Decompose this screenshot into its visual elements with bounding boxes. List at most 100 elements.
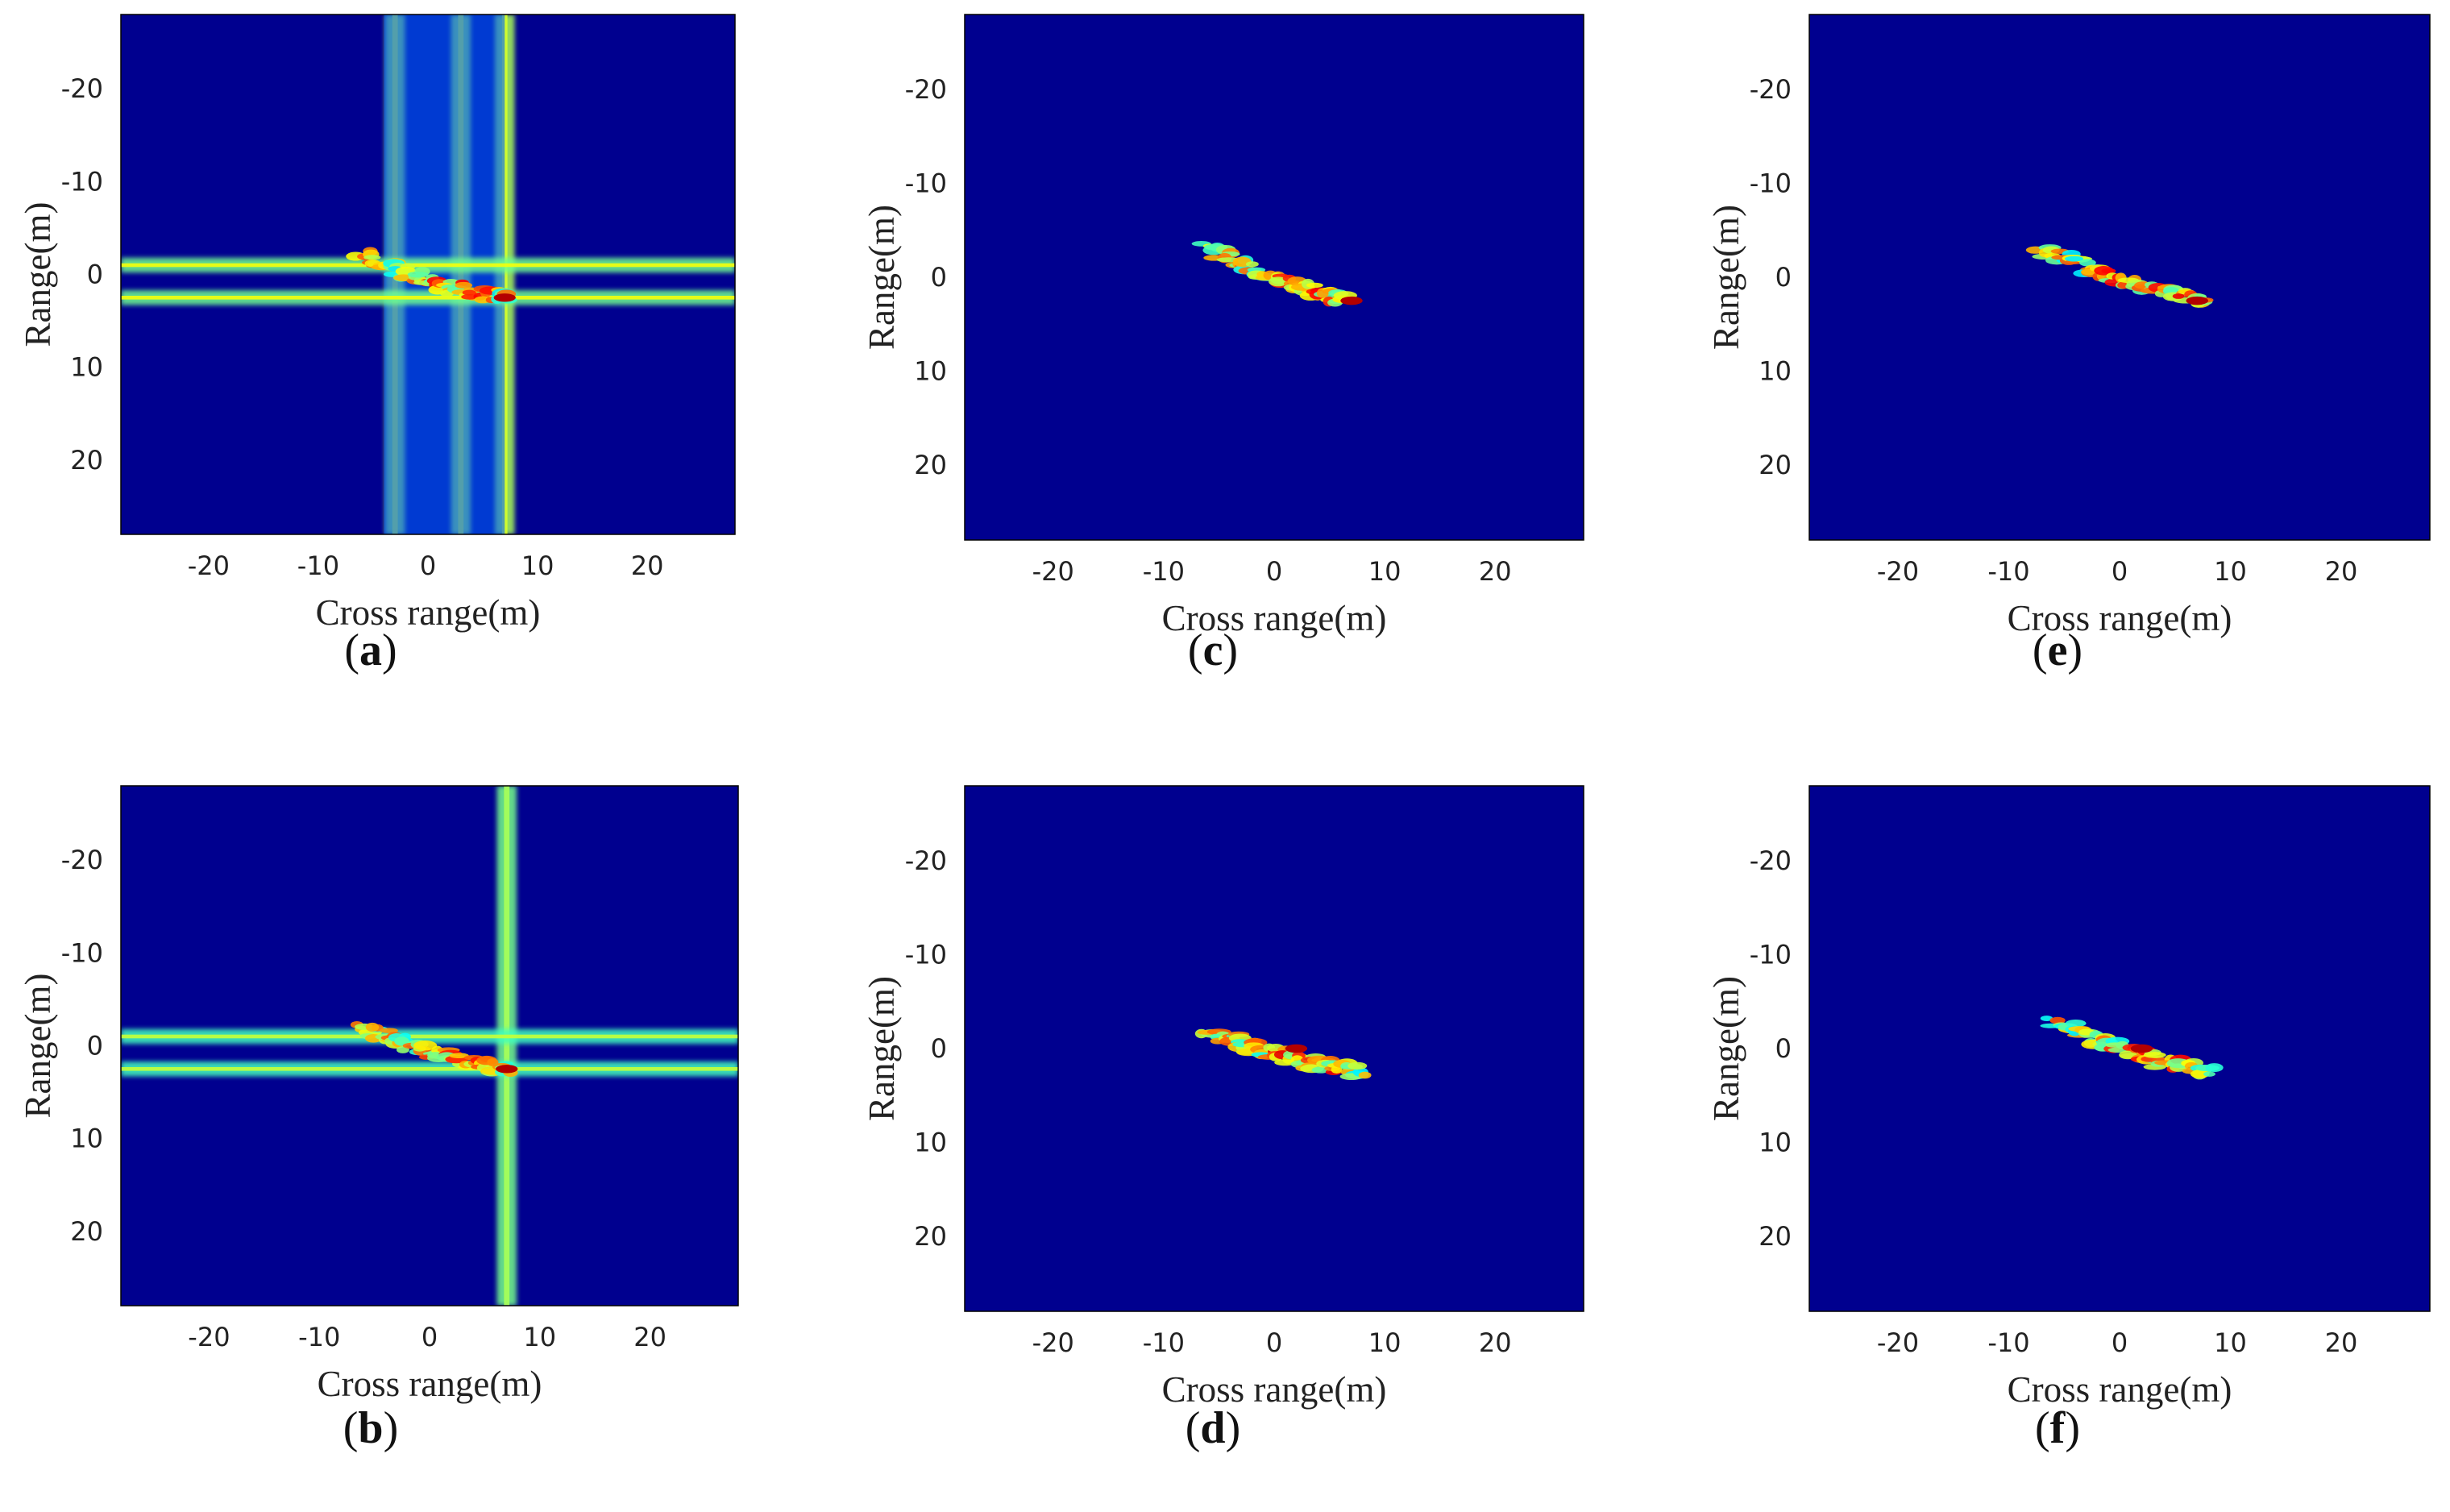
x-tick-label: 20 [2325, 1327, 2358, 1358]
caption-letter: e [2047, 625, 2068, 675]
x-tick-label: -20 [188, 550, 230, 581]
x-tick-label: -20 [1877, 556, 1919, 587]
scatterer [2065, 1020, 2087, 1028]
scatterer [2101, 268, 2116, 274]
x-axis-label: Cross range(m) [316, 592, 541, 633]
plot-frame [1808, 785, 2431, 1312]
y-tick-label: -10 [905, 168, 947, 199]
sidelobe-horizontal-core [121, 1066, 738, 1071]
x-tick-label: 0 [421, 1322, 438, 1352]
scatterer [379, 1028, 398, 1033]
y-axis-label: Range(m) [1706, 205, 1746, 350]
plot-frame [1808, 14, 2431, 541]
y-tick-label: 20 [914, 450, 947, 480]
x-tick-label: -10 [297, 550, 339, 581]
y-tick-label: -20 [61, 845, 103, 875]
y-tick-label: 20 [1759, 1221, 1792, 1252]
y-tick-label: 10 [1759, 355, 1792, 386]
panel-b: -20 -10 0 10 20 -20 -10 0 10 20 Cross range(m) Rang… [16, 785, 746, 1427]
x-tick-label: 10 [523, 1322, 556, 1352]
x-tick-label: 20 [2325, 556, 2358, 587]
x-tick-label: -10 [298, 1322, 340, 1352]
peak-scatterer [2130, 1044, 2153, 1053]
heatmap-a: -20 -10 0 10 20 -20 -10 0 10 20 Cross range(m) Rang… [18, 14, 736, 633]
heatmap-d: -20 -10 0 10 20 -20 -10 0 10 20 Cross range(m) Rang… [862, 785, 1584, 1410]
scatterer [2040, 1016, 2053, 1022]
y-tick-label: 10 [70, 352, 103, 383]
plot-frame [964, 785, 1584, 1312]
scatterer [363, 255, 381, 260]
y-tick-label: 20 [914, 1221, 947, 1252]
y-tick-label: 0 [1775, 1033, 1792, 1064]
x-tick-label: -20 [1032, 556, 1074, 587]
x-tick-label: 10 [2214, 1327, 2247, 1358]
x-tick-label: -10 [1987, 1327, 2029, 1358]
caption-letter: a [359, 625, 382, 675]
y-tick-label: 20 [70, 445, 103, 476]
scatterer [2079, 259, 2096, 267]
y-tick-label: 0 [87, 260, 103, 290]
x-axis-label: Cross range(m) [1162, 1369, 1387, 1410]
caption-letter: c [1202, 625, 1223, 675]
y-tick-label: 0 [931, 262, 947, 293]
sidelobe-horizontal-core [121, 295, 735, 300]
y-axis-label: Range(m) [18, 202, 58, 347]
panel-f: -20 -10 0 10 20 -20 -10 0 10 20 Cross range(m) Rang… [1705, 785, 2438, 1432]
y-axis-label: Range(m) [862, 205, 902, 350]
y-tick-label: -20 [1750, 845, 1792, 876]
y-tick-label: -20 [905, 74, 947, 105]
scatterer [413, 1040, 438, 1051]
panel-caption: (f) [2035, 1403, 2080, 1453]
y-axis-label: Range(m) [18, 974, 58, 1119]
scatterer [2203, 1071, 2215, 1077]
panel-c: -20 -10 0 10 20 -20 -10 0 10 20 Cross range(m) Rang… [860, 14, 1592, 661]
scatterer [455, 281, 473, 289]
y-tick-label: 10 [1759, 1127, 1792, 1157]
x-axis-label: Cross range(m) [2008, 1369, 2232, 1410]
y-tick-label: 0 [87, 1031, 103, 1061]
plot-frame [120, 14, 736, 535]
y-tick-label: -10 [1750, 940, 1792, 970]
y-tick-label: -10 [61, 937, 103, 968]
y-tick-label: -10 [61, 166, 103, 197]
sidelobe-horizontal-core [121, 263, 735, 268]
sidelobe-vertical-core [504, 786, 510, 1306]
scatterer [365, 1022, 380, 1032]
heatmap-c: -20 -10 0 10 20 -20 -10 0 10 20 Cross range(m) Rang… [862, 14, 1584, 638]
scatterer [2049, 1016, 2066, 1024]
scatterer [407, 271, 429, 278]
scatterer [2190, 1070, 2210, 1078]
scatterer [1358, 1071, 1372, 1079]
caption-letter: b [358, 1403, 384, 1453]
y-tick-label: 10 [914, 355, 947, 386]
x-tick-label: 20 [633, 1322, 666, 1352]
y-tick-label: -20 [61, 73, 103, 104]
x-tick-label: 10 [1368, 1327, 1401, 1358]
heatmap-b: -20 -10 0 10 20 -20 -10 0 10 20 Cross range(m) Rang… [18, 785, 739, 1404]
scatterer [1274, 1059, 1296, 1066]
panel-e: -20 -10 0 10 20 -20 -10 0 10 20 Cross range(m) Rang… [1705, 14, 2438, 661]
scatterer [2205, 1063, 2224, 1073]
x-tick-label: -20 [188, 1322, 230, 1352]
heatmap-f: -20 -10 0 10 20 -20 -10 0 10 20 Cross range(m) Rang… [1706, 785, 2431, 1410]
y-axis-label: Range(m) [862, 976, 902, 1121]
scatterer [1245, 261, 1259, 268]
x-tick-label: 0 [2112, 556, 2128, 587]
x-tick-label: 0 [1266, 1327, 1282, 1358]
panel-caption: (d) [1185, 1403, 1241, 1453]
y-tick-label: -10 [1750, 168, 1792, 199]
x-tick-label: -20 [1032, 1327, 1074, 1358]
heatmap-e: -20 -10 0 10 20 -20 -10 0 10 20 Cross range(m) Rang… [1706, 14, 2431, 638]
x-tick-label: 20 [1479, 1327, 1512, 1358]
y-tick-label: 0 [1775, 262, 1792, 293]
y-tick-label: 0 [931, 1033, 947, 1064]
x-tick-label: 10 [2214, 556, 2247, 587]
y-axis-label: Range(m) [1706, 976, 1746, 1121]
peak-scatterer [1285, 1044, 1308, 1053]
panel-caption: (c) [1187, 625, 1239, 675]
panel-caption: (e) [2032, 625, 2083, 675]
plot-frame [120, 785, 739, 1306]
y-tick-label: 10 [914, 1127, 947, 1157]
panel-a: -20 -10 0 10 20 -20 -10 0 10 20 Cross range(m) Rang… [16, 14, 743, 655]
panel-caption: (a) [344, 625, 397, 675]
